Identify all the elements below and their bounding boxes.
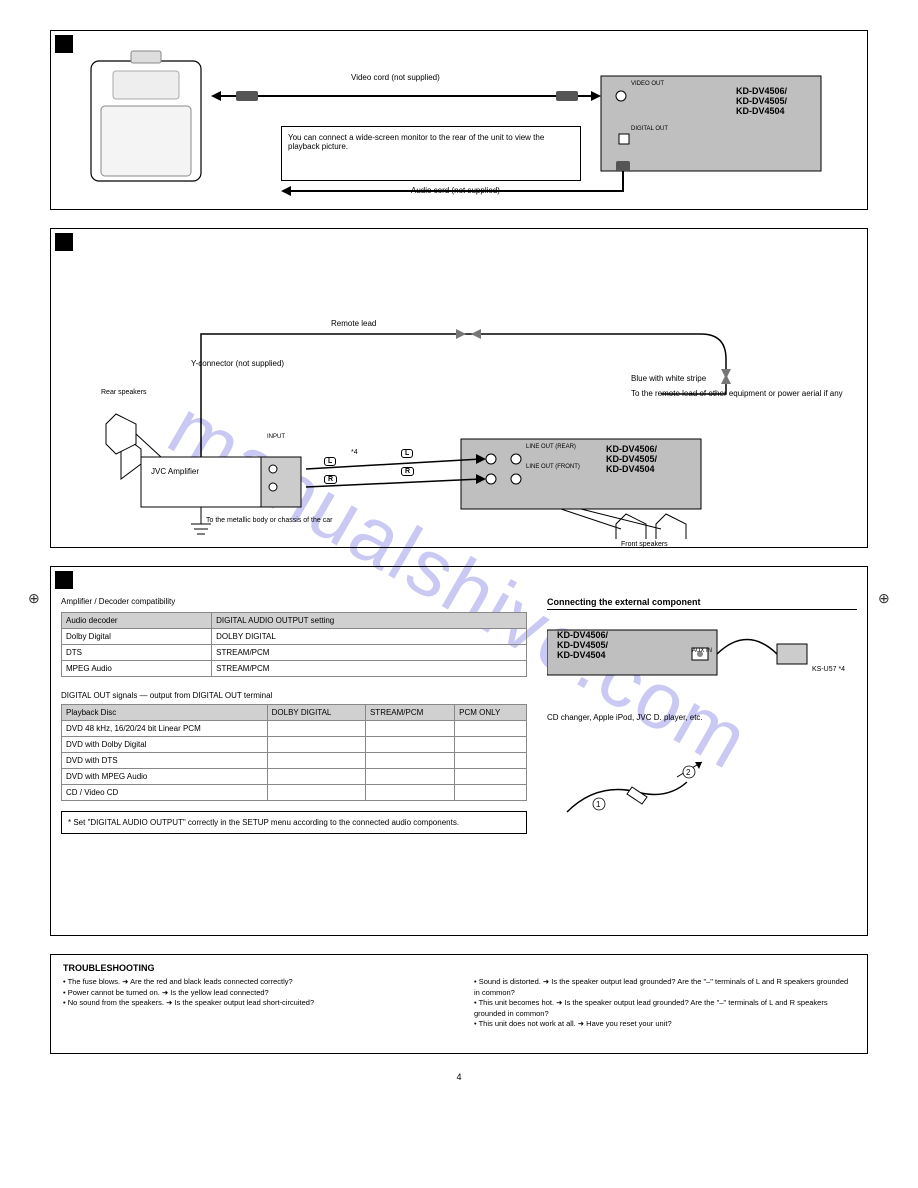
note-box-c: * Set "DIGITAL AUDIO OUTPUT" correctly i… [61, 811, 527, 834]
label-r-pill2: R [401, 465, 414, 476]
label-adapter: KS-U57 *4 [812, 666, 918, 673]
t2: • Power cannot be turned on. ➜ Is the ye… [63, 988, 444, 999]
label-r-pill: R [324, 473, 337, 484]
label-models-b: KD-DV4506/ KD-DV4505/ KD-DV4504 [606, 444, 657, 474]
label-aux: AUX IN [692, 648, 918, 654]
mth4: PCM ONLY [455, 705, 527, 721]
compat-heading: Amplifier / Decoder compatibility [61, 597, 527, 606]
mth2: DOLBY DIGITAL [267, 705, 365, 721]
label-video-out: VIDEO OUT [631, 81, 664, 87]
label-digital-out: DIGITAL OUT [631, 126, 668, 132]
label-l-pill2: L [401, 447, 413, 458]
mr2: DVD with Dolby Digital [62, 737, 268, 753]
crop-mark-left: ⊕ [28, 590, 40, 602]
tables-column: Amplifier / Decoder compatibility Audio … [61, 597, 527, 842]
page-number: 4 [50, 1072, 868, 1082]
label-models-a: KD-DV4506/ KD-DV4505/ KD-DV4504 [736, 86, 787, 116]
menu-heading: DIGITAL OUT signals — output from DIGITA… [61, 691, 527, 700]
output-table: Playback Disc DOLBY DIGITAL STREAM/PCM P… [61, 704, 527, 801]
label-audio-cord: Audio cord (not supplied) [411, 186, 500, 195]
mr3: DVD with DTS [62, 753, 268, 769]
svg-text:2: 2 [686, 768, 691, 777]
label-ground: To the metallic body or chassis of the c… [206, 517, 332, 524]
compat-table: Audio decoderDIGITAL AUDIO OUTPUT settin… [61, 612, 527, 677]
mr4: DVD with MPEG Audio [62, 769, 268, 785]
td-r1c1: Dolby Digital [62, 629, 212, 645]
t3: • No sound from the speakers. ➜ Is the s… [63, 998, 444, 1009]
note-a-text: You can connect a wide-screen monitor to… [288, 133, 544, 151]
note-box-a: You can connect a wide-screen monitor to… [281, 126, 581, 181]
label-star: *4 [351, 449, 358, 456]
crop-mark-right: ⊕ [878, 590, 890, 602]
label-y-adapter: Y-connector (not supplied) [191, 359, 284, 368]
label-video-cord: Video cord (not supplied) [351, 73, 440, 82]
panel-troubleshooting: TROUBLESHOOTING • The fuse blows. ➜ Are … [50, 954, 868, 1054]
label-remote-other: To the remote lead of other equipment or… [631, 389, 843, 398]
label-blue: Blue with white stripe [631, 374, 706, 383]
t4: • Sound is distorted. ➜ Is the speaker o… [474, 977, 855, 998]
panel-monitor-connection: Video cord (not supplied) Audio cord (no… [50, 30, 868, 210]
label-amp: JVC Amplifier [151, 467, 199, 476]
label-rear-out: LINE OUT (REAR) [526, 444, 576, 450]
note-c-text: * Set "DIGITAL AUDIO OUTPUT" correctly i… [68, 818, 459, 827]
right-column: Connecting the external component KD-DV4… [547, 597, 857, 842]
mth1: Playback Disc [62, 705, 268, 721]
panel-settings: Amplifier / Decoder compatibility Audio … [50, 566, 868, 936]
trouble-heading: TROUBLESHOOTING [63, 963, 855, 973]
t6: • This unit does not work at all. ➜ Have… [474, 1019, 855, 1030]
mth3: STREAM/PCM [365, 705, 454, 721]
label-remote-lead: Remote lead [331, 319, 376, 328]
label-models-c: KD-DV4506/ KD-DV4505/ KD-DV4504 [557, 630, 867, 660]
th-decoder: Audio decoder [62, 613, 212, 629]
td-r3c1: MPEG Audio [62, 661, 212, 677]
section-marker-c [55, 571, 73, 589]
td-r1c2: DOLBY DIGITAL [212, 629, 527, 645]
section-marker-a [55, 35, 73, 53]
svg-text:1: 1 [596, 800, 601, 809]
label-cdchanger: CD changer, Apple iPod, JVC D. player, e… [547, 713, 857, 722]
td-r2c2: STREAM/PCM [212, 645, 527, 661]
t1: • The fuse blows. ➜ Are the red and blac… [63, 977, 444, 988]
section-marker-b [55, 233, 73, 251]
panel-amplifier-connection: Remote lead Y-connector (not supplied) T… [50, 228, 868, 548]
t5: • This unit becomes hot. ➜ Is the speake… [474, 998, 855, 1019]
th-setting: DIGITAL AUDIO OUTPUT setting [212, 613, 527, 629]
label-speaker-front: Front speakers [621, 541, 668, 548]
mr5: CD / Video CD [62, 785, 268, 801]
label-input: INPUT [267, 434, 285, 440]
right-heading: Connecting the external component [547, 597, 857, 610]
label-front-out: LINE OUT (FRONT) [526, 464, 580, 470]
td-r2c1: DTS [62, 645, 212, 661]
label-speaker-rear: Rear speakers [101, 389, 147, 396]
mr1: DVD 48 kHz, 16/20/24 bit Linear PCM [62, 721, 268, 737]
label-l-pill: L [324, 455, 336, 466]
td-r3c2: STREAM/PCM [212, 661, 527, 677]
plug-figure: 1 2 [547, 742, 727, 842]
